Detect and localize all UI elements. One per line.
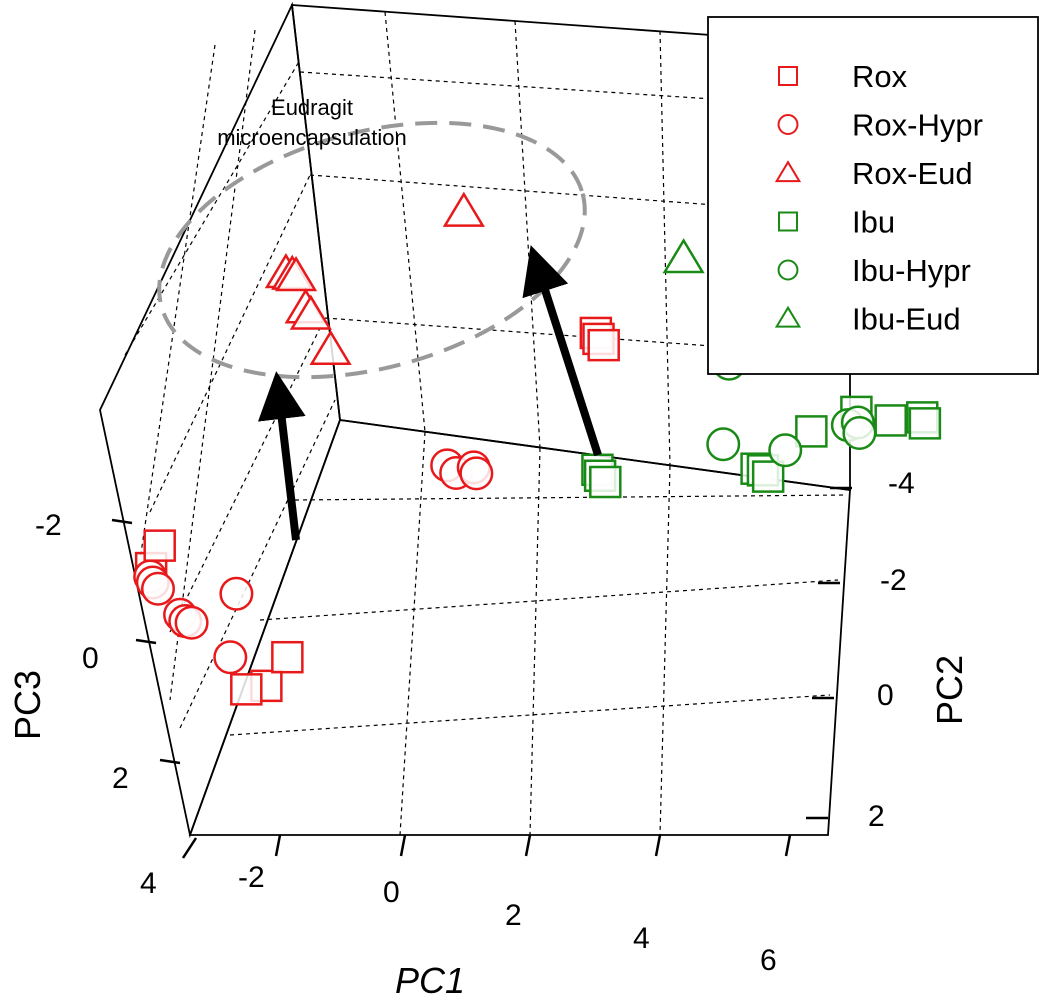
pc3-tick-label: 2 — [112, 762, 129, 795]
grid-line — [124, 59, 301, 356]
pc1-tick-label: 2 — [505, 899, 522, 932]
pc2-tick-label: -2 — [880, 564, 907, 597]
legend-label: Rox — [852, 59, 908, 94]
legend-marker-ibu-eud — [774, 305, 802, 328]
series-ibu — [581, 395, 942, 499]
grid-line — [139, 44, 216, 561]
rox-arrow — [257, 371, 306, 541]
tick-labels: -2 0 2 4 -2 0 2 4 6 -4 -2 0 2 — [35, 467, 915, 977]
data-point — [230, 673, 263, 706]
legend-marker-rox-eud — [774, 160, 802, 183]
pc1-tick-label: 0 — [383, 876, 400, 909]
data-point — [174, 605, 209, 640]
annotation-line-2: microencapsulation — [217, 125, 407, 150]
series-rox-hypr — [133, 448, 494, 675]
data-point — [213, 640, 248, 675]
pc1-tick — [399, 834, 407, 857]
data-point — [289, 294, 332, 330]
pc1-tick — [524, 834, 532, 857]
ibu-arrow — [522, 245, 602, 457]
data-point — [874, 404, 907, 437]
legend-label: Rox-Eud — [852, 156, 973, 191]
data-point — [459, 456, 494, 491]
legend: Rox Rox-Hypr Rox-Eud Ibu Ibu-Hypr Ibu-Eud — [707, 16, 1039, 375]
pc2-tick-label: -4 — [888, 467, 915, 500]
pc2-tick-label: 0 — [877, 679, 894, 712]
legend-label: Ibu-Hypr — [852, 253, 971, 288]
grid-line — [529, 447, 541, 836]
pc1-tick — [654, 834, 662, 857]
data-point — [706, 427, 741, 462]
pc1-tick-label: 4 — [633, 922, 650, 955]
data-point — [271, 640, 304, 674]
pc3-tick — [111, 518, 133, 525]
data-point — [141, 571, 175, 606]
data-point — [309, 329, 352, 365]
grid-line — [384, 11, 426, 433]
series-rox — [134, 316, 620, 706]
grid-line — [229, 694, 831, 736]
data-point — [795, 415, 828, 448]
grid-line — [169, 29, 256, 701]
pc2-tick-label: 2 — [868, 800, 885, 833]
data-point — [219, 576, 254, 611]
pc3-tick-label: -2 — [35, 509, 62, 542]
legend-marker-ibu — [778, 211, 798, 232]
pc1-axis-label: PC1 — [395, 960, 465, 1000]
grid-line — [659, 30, 671, 467]
pc3-tick — [159, 758, 181, 765]
pc3-tick — [135, 638, 157, 645]
legend-box — [707, 16, 1039, 375]
grid-line — [169, 317, 326, 633]
grid-line — [294, 494, 847, 501]
pc2-axis-label: PC2 — [929, 655, 970, 725]
data-point — [143, 529, 176, 562]
legend-label: Rox-Hypr — [852, 108, 983, 143]
annotation-dashed-ellipse — [157, 120, 587, 380]
legend-items: Rox Rox-Hypr Rox-Eud Ibu Ibu-Hypr Ibu-Eud — [774, 59, 983, 337]
data-point — [662, 238, 705, 274]
tick-marks — [111, 486, 852, 859]
grid-line — [399, 431, 426, 836]
legend-marker-rox — [778, 66, 798, 86]
grid-line — [259, 579, 839, 621]
grid-line — [514, 20, 541, 449]
pc1-tick — [784, 834, 792, 857]
data-point — [587, 328, 620, 362]
pc1-tick-label: -2 — [238, 861, 265, 894]
legend-label: Ibu-Eud — [852, 302, 961, 337]
grid-line — [149, 174, 311, 513]
data-point — [274, 256, 318, 292]
pc3-tick — [181, 837, 198, 859]
data-point — [908, 407, 942, 440]
pc3-axis-label: PC3 — [7, 670, 48, 740]
data-point — [589, 465, 622, 499]
pc1-tick — [274, 834, 282, 857]
pc3-tick-label: 4 — [140, 867, 157, 900]
data-point — [442, 191, 485, 227]
arrows — [257, 245, 602, 541]
pc1-tick-label: 6 — [760, 944, 777, 977]
data-point — [842, 416, 877, 450]
data-point — [751, 460, 785, 493]
annotation-line-1: Eudragit — [271, 95, 353, 120]
grid-line — [659, 465, 671, 836]
data-point — [768, 433, 803, 468]
series-rox-eud — [264, 191, 485, 365]
legend-marker-ibu-hypr — [777, 259, 799, 281]
pc3-tick-label: 0 — [82, 642, 99, 675]
legend-label: Ibu — [852, 205, 895, 240]
legend-marker-rox-hypr — [777, 114, 799, 135]
eudragit-annotation: Eudragit microencapsulation — [157, 95, 587, 380]
